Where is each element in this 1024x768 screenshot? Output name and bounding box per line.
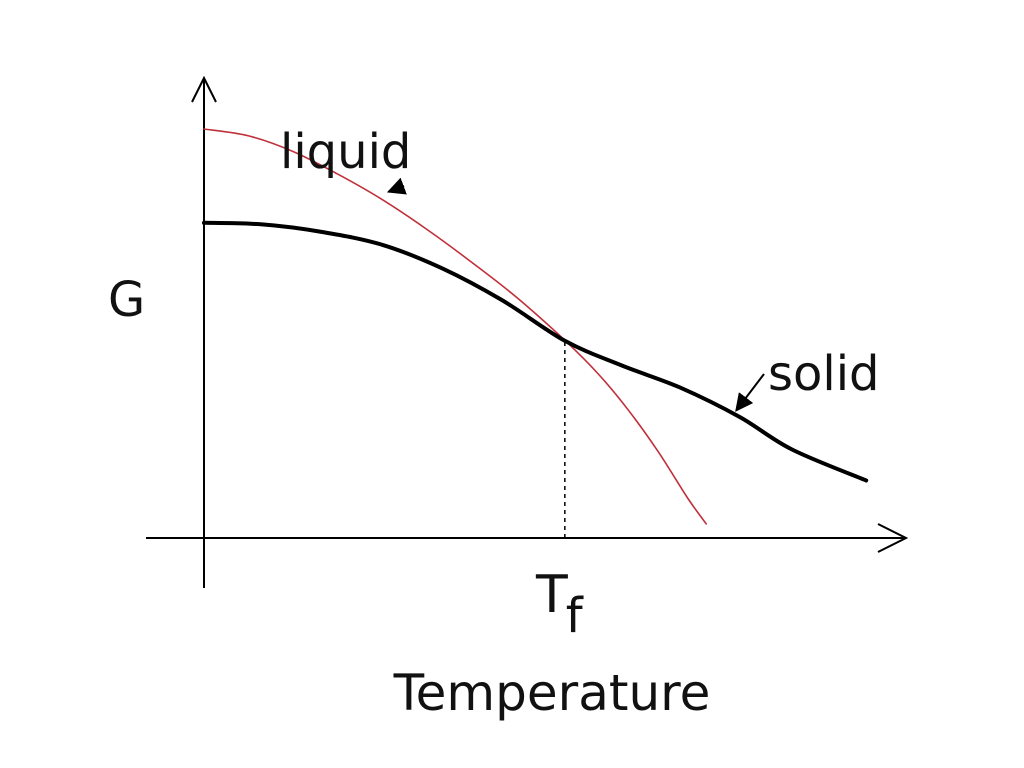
series-line-solid <box>202 220 869 483</box>
x-axis-arrow-icon <box>877 523 909 553</box>
annotation-label-liquid: liquid <box>280 124 411 180</box>
series-line-liquid <box>203 128 707 525</box>
x-tick-label-subscript: f <box>566 588 584 644</box>
annotation-label-solid: solid <box>768 346 880 402</box>
axes <box>146 75 909 588</box>
series-layer <box>202 128 869 525</box>
x-tick-label: Tf <box>535 565 584 644</box>
y-axis-label: G <box>108 272 145 328</box>
annotation-arrows <box>386 177 765 412</box>
x-tick-label-main: T <box>535 565 568 625</box>
annotation-arrow-liquid <box>386 177 407 195</box>
annotation-arrow-solid <box>735 373 765 412</box>
y-axis-arrow-icon <box>191 75 217 103</box>
x-axis-label: Temperature <box>393 664 711 722</box>
